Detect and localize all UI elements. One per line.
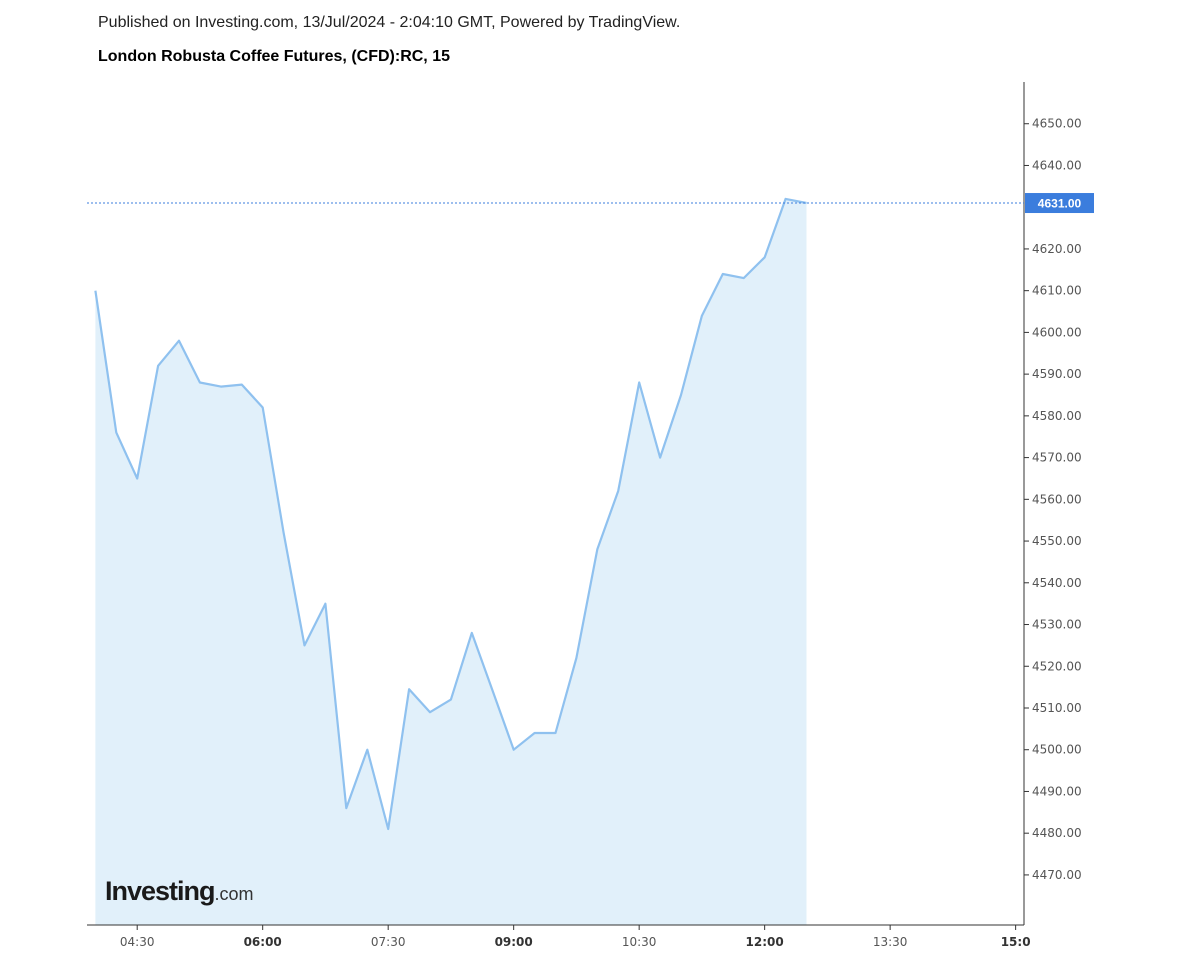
y-tick-label: 4470.00 [1032,868,1082,882]
y-axis-ticks: 4470.00 4480.00 4490.00 4500.00 4510.00 4520.… [1024,117,1082,882]
y-tick-label: 4620.00 [1032,242,1082,256]
y-tick-label: 4490.00 [1032,784,1082,798]
y-tick-label: 4500.00 [1032,743,1082,757]
y-tick-label: 4540.00 [1032,576,1082,590]
last-price-layer: 4631.00 [87,193,1094,214]
area-fill [95,198,807,925]
y-tick-label: 4550.00 [1032,534,1082,548]
last-price-label: 4631.00 [1038,197,1082,211]
y-tick-label: 4650.00 [1032,117,1082,131]
x-tick-label: 10:30 [622,935,657,949]
y-tick-label: 4520.00 [1032,659,1082,673]
published-line: Published on Investing.com, 13/Jul/2024 … [98,14,681,31]
x-tick-label: 07:30 [371,935,406,949]
x-tick-label: 09:00 [495,935,533,949]
x-tick-label: 13:30 [873,935,908,949]
x-axis-ticks: 04:30 06:00 07:30 09:00 10:30 12:00 13:30 15:0 [120,925,1031,949]
x-tick-label: 15:0 [1001,935,1031,949]
x-tick-label: 06:00 [244,935,282,949]
area-fill-layer [95,198,807,925]
symbol-title: London Robusta Coffee Futures, (CFD):RC,… [98,48,450,65]
y-tick-label: 4530.00 [1032,618,1082,632]
last-price-badge [1025,193,1094,214]
y-tick-label: 4610.00 [1032,284,1082,298]
y-tick-label: 4570.00 [1032,451,1082,465]
price-line-layer [94,197,807,831]
y-tick-label: 4480.00 [1032,826,1082,840]
investing-logo: Investing.com [105,876,254,907]
y-tick-label: 4580.00 [1032,409,1082,423]
y-tick-label: 4590.00 [1032,367,1082,381]
y-tick-label: 4560.00 [1032,492,1082,506]
x-tick-label: 12:00 [746,935,784,949]
x-tick-label: 04:30 [120,935,155,949]
logo-suffix: .com [214,884,254,904]
y-tick-label: 4510.00 [1032,701,1082,715]
y-tick-label: 4640.00 [1032,158,1082,172]
logo-main: Investing [105,876,216,906]
y-tick-label: 4600.00 [1032,325,1082,339]
axis-layer [87,82,1025,926]
